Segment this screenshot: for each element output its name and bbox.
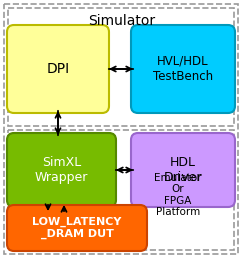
FancyBboxPatch shape: [7, 133, 116, 207]
FancyBboxPatch shape: [8, 8, 234, 126]
Text: SimXL
Wrapper: SimXL Wrapper: [35, 156, 88, 184]
Text: HVL/HDL
TestBench: HVL/HDL TestBench: [153, 55, 213, 83]
Text: Emulator
Or
FPGA
Platform: Emulator Or FPGA Platform: [154, 172, 202, 217]
FancyBboxPatch shape: [7, 205, 147, 251]
FancyBboxPatch shape: [8, 130, 234, 250]
FancyBboxPatch shape: [131, 25, 235, 113]
Text: DPI: DPI: [46, 62, 70, 76]
FancyBboxPatch shape: [7, 25, 109, 113]
FancyBboxPatch shape: [4, 4, 238, 254]
Text: HDL
Driver: HDL Driver: [164, 156, 202, 184]
Text: LOW_LATENCY
_DRAM DUT: LOW_LATENCY _DRAM DUT: [32, 217, 122, 239]
FancyBboxPatch shape: [131, 133, 235, 207]
Text: Simulator: Simulator: [88, 14, 156, 28]
